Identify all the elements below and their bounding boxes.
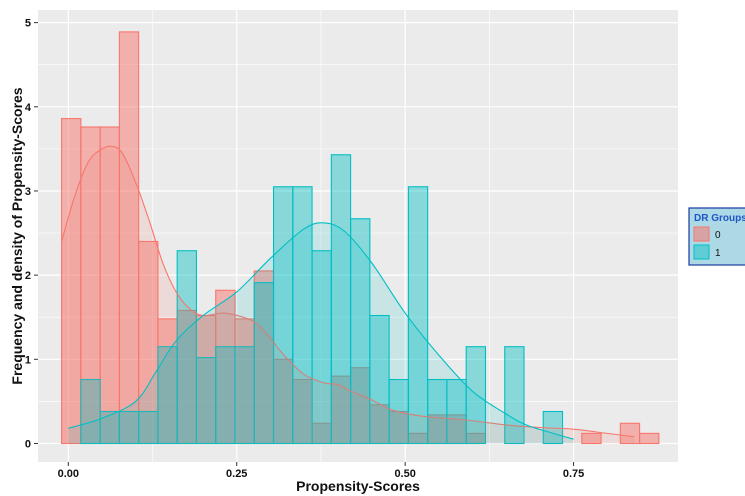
density-group-0 (61, 145, 635, 444)
density-curve-group-0 (61, 145, 635, 438)
x-tick-label: 0.25 (226, 468, 247, 480)
bar-group-1 (176, 250, 198, 445)
y-tick-label: 0 (25, 438, 31, 450)
bar-group-1 (504, 346, 525, 445)
bar-group-1 (465, 346, 487, 445)
density-area-group-1 (68, 222, 574, 444)
legend-key-1 (693, 244, 710, 260)
legend-key-0 (693, 226, 710, 242)
x-axis-title: Propensity-Scores (296, 478, 420, 494)
legend: DR Groups 0 1 (688, 207, 745, 266)
legend-title: DR Groups (694, 213, 745, 224)
bar-group-0 (581, 432, 602, 445)
x-tick-label: 0.75 (563, 468, 584, 480)
bars-group-0 (61, 31, 660, 445)
x-tick-label: 0.50 (394, 468, 415, 480)
bar-group-1 (407, 186, 429, 445)
legend-label-1: 1 (715, 248, 721, 259)
y-tick-label: 2 (25, 270, 31, 282)
y-tick-label: 4 (25, 102, 32, 114)
density-group-1 (68, 222, 574, 444)
bars-group-1 (80, 154, 564, 445)
grid-lines (38, 10, 678, 462)
x-axis-ticks: 0.00 0.25 0.50 0.75 (58, 462, 584, 480)
y-axis-ticks: 0 1 2 3 4 5 (25, 18, 38, 450)
x-tick-label: 0.00 (58, 468, 79, 480)
y-tick-label: 1 (25, 354, 31, 366)
density-curve-group-1 (68, 222, 574, 440)
y-tick-label: 5 (25, 18, 31, 30)
y-axis-title: Frequency and density of Propensity-Scor… (9, 87, 25, 384)
y-tick-label: 3 (25, 186, 31, 198)
bar-group-0 (639, 432, 660, 445)
density-area-group-0 (61, 146, 635, 444)
legend-label-0: 0 (715, 230, 721, 241)
